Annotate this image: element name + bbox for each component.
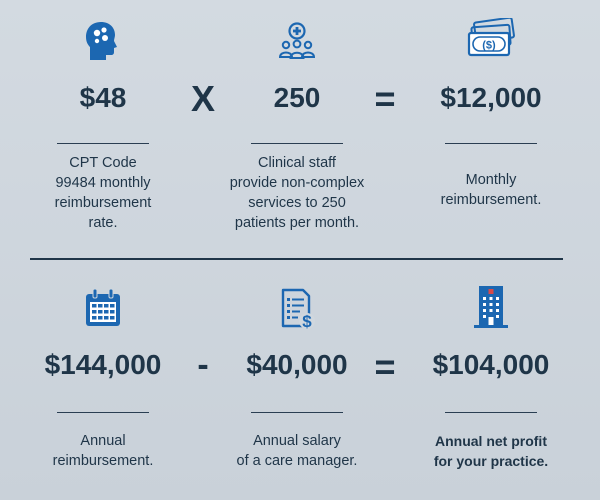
- svg-text:($): ($): [482, 40, 496, 52]
- monthly-reimbursement-block: ($) $12,000 Monthly reimbursement.: [396, 0, 586, 250]
- care-manager-salary-block: $ $40,000 Annual salary of a care manage…: [202, 260, 392, 500]
- value-care-manager-salary: $40,000: [246, 349, 348, 380]
- description-monthly-reimbursement: Monthly reimbursement.: [440, 172, 542, 208]
- invoice-dollar-icon: $: [281, 288, 315, 330]
- minus-operator: -: [197, 346, 209, 384]
- building-icon: [474, 286, 508, 328]
- divider-rule: [251, 412, 343, 413]
- divider-rule: [251, 143, 343, 144]
- money-stack-icon: ($): [467, 18, 515, 57]
- annual-reimbursement-block: $144,000 Annual reimbursement.: [8, 260, 198, 500]
- description-annual-reimbursement: Annual reimbursement.: [52, 433, 154, 469]
- value-annual-reimbursement: $144,000: [44, 349, 162, 380]
- cpt-rate-block: $48 CPT Code 99484 monthly reimbursement…: [8, 0, 198, 250]
- divider-rule: [57, 143, 149, 144]
- divider-rule: [445, 412, 537, 413]
- svg-text:$: $: [302, 312, 312, 330]
- value-patients: 250: [273, 82, 321, 113]
- multiply-operator: X: [190, 78, 215, 119]
- description-net-profit: Annual net profit for your practice.: [433, 433, 549, 469]
- divider-rule: [445, 143, 537, 144]
- section-divider: [30, 258, 563, 260]
- value-cpt-rate: $48: [79, 82, 127, 113]
- description-patients: Clinical staff provide non-complex servi…: [229, 155, 365, 231]
- net-profit-block: $104,000 Annual net profit for your prac…: [396, 260, 586, 500]
- patients-block: 250 Clinical staff provide non-complex s…: [202, 0, 392, 250]
- calendar-icon: [86, 288, 120, 326]
- equals-operator-2: =: [374, 346, 396, 387]
- value-monthly-reimbursement: $12,000: [440, 82, 542, 113]
- brain-head-icon: [86, 22, 117, 60]
- value-net-profit: $104,000: [432, 349, 550, 380]
- divider-rule: [57, 412, 149, 413]
- equals-operator: =: [374, 78, 396, 119]
- description-care-manager-salary: Annual salary of a care manager.: [236, 433, 358, 469]
- medical-staff-icon: [278, 22, 316, 59]
- description-cpt-rate: CPT Code 99484 monthly reimbursement rat…: [54, 155, 152, 231]
